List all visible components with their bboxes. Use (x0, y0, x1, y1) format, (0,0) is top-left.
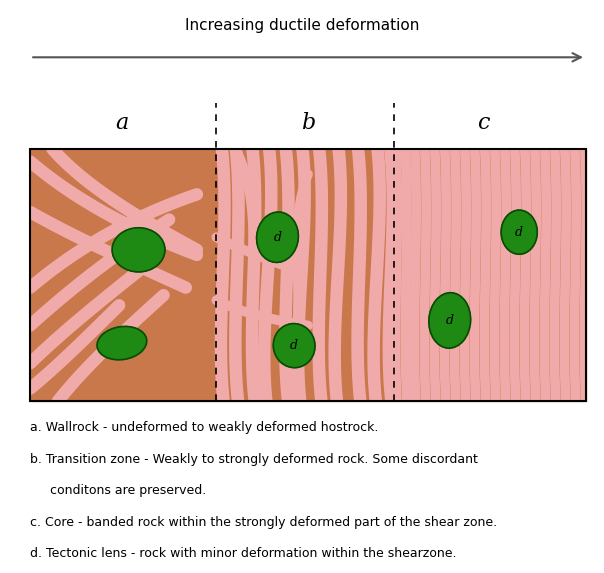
Text: Increasing ductile deformation: Increasing ductile deformation (185, 18, 419, 33)
Ellipse shape (97, 327, 147, 360)
Ellipse shape (429, 293, 471, 348)
Ellipse shape (257, 212, 298, 262)
Text: b: b (301, 112, 315, 134)
Text: conditons are preserved.: conditons are preserved. (30, 484, 207, 497)
Text: a: a (115, 112, 129, 134)
Text: d: d (446, 314, 454, 327)
Text: d. Tectonic lens - rock with minor deformation within the shearzone.: d. Tectonic lens - rock with minor defor… (30, 547, 457, 560)
Ellipse shape (273, 324, 315, 368)
Text: d: d (515, 226, 523, 239)
Text: a. Wallrock - undeformed to weakly deformed hostrock.: a. Wallrock - undeformed to weakly defor… (30, 421, 379, 434)
Text: c: c (477, 112, 489, 134)
Bar (30, 149, 586, 401)
Text: c. Core - banded rock within the strongly deformed part of the shear zone.: c. Core - banded rock within the strongl… (30, 516, 497, 529)
Text: d: d (274, 231, 281, 244)
Bar (30, 149, 586, 401)
Ellipse shape (501, 210, 538, 254)
Text: d: d (290, 339, 298, 352)
Ellipse shape (112, 227, 165, 272)
Text: b. Transition zone - Weakly to strongly deformed rock. Some discordant: b. Transition zone - Weakly to strongly … (30, 453, 478, 466)
